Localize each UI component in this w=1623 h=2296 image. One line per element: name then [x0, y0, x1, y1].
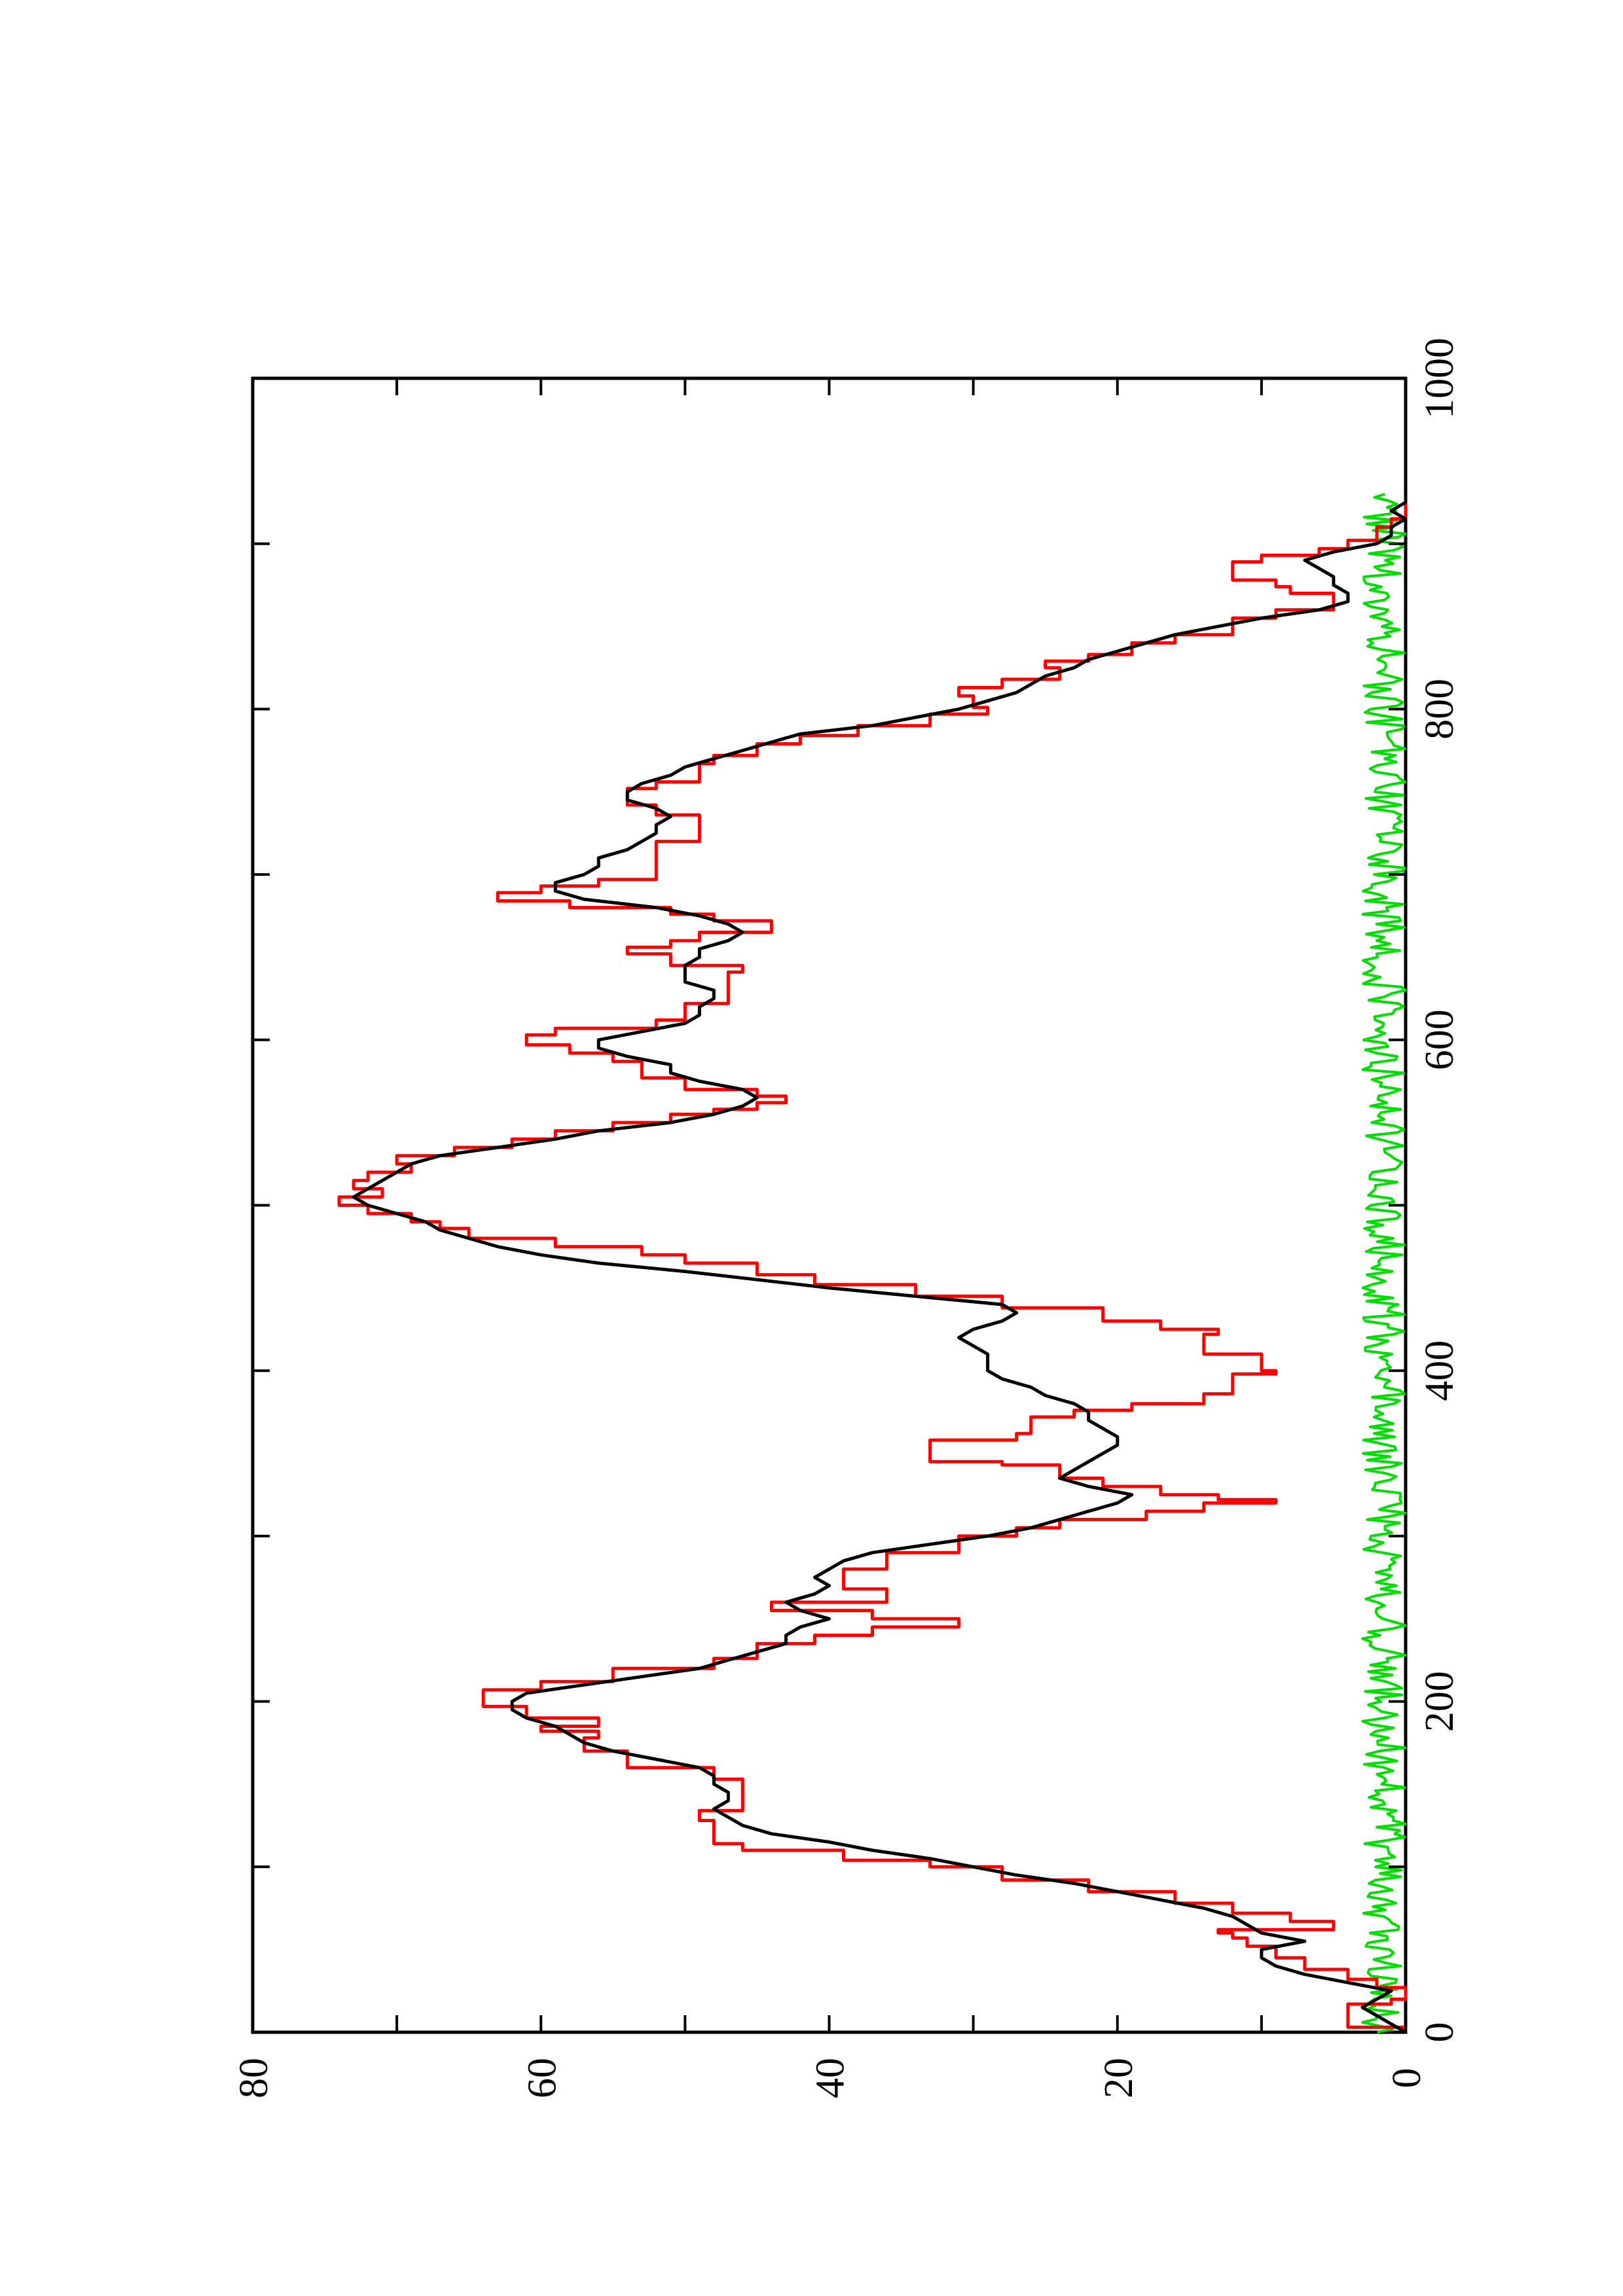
x-tick-label: 200: [1417, 1671, 1462, 1732]
x-tick-label: 400: [1417, 1340, 1462, 1401]
plot-area: [251, 376, 1408, 2034]
tick-labels: 0 200 400 600 800 1000 0 20 40 60 80: [232, 338, 1462, 2098]
y-tick-label: 40: [809, 2058, 853, 2098]
x-tick-label: 0: [1417, 2022, 1462, 2043]
y-tick-label: 0: [1385, 2068, 1429, 2089]
series-line-2: [1361, 492, 1407, 2034]
series-line-0: [337, 493, 1408, 2032]
y-tick-label: 60: [520, 2058, 564, 2098]
y-tick-label: 20: [1097, 2058, 1141, 2098]
axis-ticks: [251, 377, 1407, 2034]
series-line-1: [352, 493, 1408, 2034]
y-tick-label: 80: [232, 2058, 276, 2098]
x-tick-label: 800: [1417, 679, 1462, 740]
x-tick-label: 1000: [1417, 338, 1462, 419]
x-tick-label: 600: [1417, 1009, 1462, 1070]
